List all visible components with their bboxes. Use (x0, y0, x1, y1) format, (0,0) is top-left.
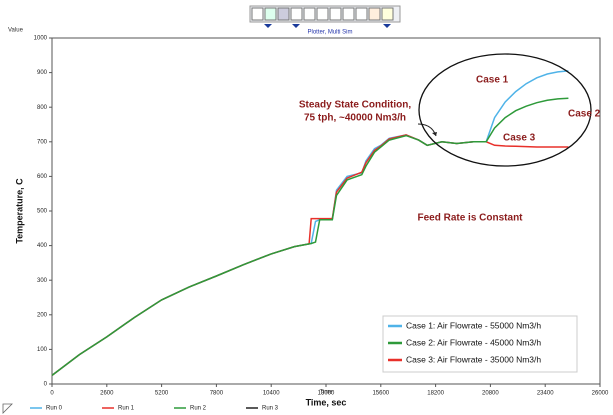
tool-button[interactable] (316, 7, 329, 21)
y-tick-label: 800 (37, 105, 48, 111)
series-line (51, 97, 569, 376)
corner-icon (2, 403, 13, 414)
plot-area (51, 70, 569, 376)
tool-button[interactable] (303, 7, 316, 21)
x-tick-label: 2600 (100, 391, 114, 397)
tool-button[interactable] (264, 7, 277, 21)
toolbar-arrows (264, 24, 391, 28)
x-tick-label: 5200 (155, 391, 169, 397)
tool-button[interactable] (329, 7, 342, 21)
tool-button[interactable] (342, 7, 355, 21)
chart-title: Plotter, Multi Sim (307, 30, 352, 36)
y-tick-label: 400 (37, 243, 48, 249)
legend-label: Run 2 (190, 406, 207, 412)
y-tick-label: 300 (37, 278, 48, 284)
annotation: Case 1 (476, 75, 509, 86)
run-legend: Run 0 Run 1 Run 2 Run 3 (30, 406, 279, 412)
x-tick-label: 7800 (210, 391, 224, 397)
annotation-arrowhead (432, 132, 437, 136)
y-axis-label: Temperature, C (14, 178, 24, 244)
y-tick-label: 500 (37, 209, 48, 215)
annotation: Feed Rate is Constant (417, 213, 523, 224)
tool-button[interactable] (290, 7, 303, 21)
x-tick-label: 13000 (318, 391, 335, 397)
highlight-ellipse (418, 53, 592, 167)
tool-button[interactable] (277, 7, 290, 21)
x-axis-label: Time, sec (306, 397, 347, 407)
x-tick-label: 23400 (537, 391, 554, 397)
x-tick-label: 18200 (427, 391, 444, 397)
tool-button[interactable] (368, 7, 381, 21)
legend-label: Run 0 (46, 406, 63, 412)
case-legend-label: Case 2: Air Flowrate - 45000 Nm3/h (406, 337, 541, 347)
case-legend-label: Case 3: Air Flowrate - 35000 Nm3/h (406, 354, 541, 364)
annotation: Case 3 (503, 133, 536, 144)
y-tick-label: 200 (37, 312, 48, 318)
y-tick-label: 700 (37, 139, 48, 145)
legend-label: Run 3 (262, 406, 279, 412)
case-legend: Case 1: Air Flowrate - 55000 Nm3/h Case 2… (388, 320, 541, 364)
legend-label: Run 1 (118, 406, 135, 412)
y-tick-label: 900 (37, 70, 48, 76)
y-tick-label: 1000 (34, 36, 48, 42)
x-tick-label: 0 (50, 391, 54, 397)
tool-button[interactable] (381, 7, 394, 21)
case-legend-box (382, 315, 578, 373)
case-legend-label: Case 1: Air Flowrate - 55000 Nm3/h (406, 320, 541, 330)
y-tick-label: 600 (37, 174, 48, 180)
y-tick-label: 100 (37, 347, 48, 353)
annotation: Steady State Condition, (299, 100, 411, 111)
x-tick-label: 20800 (482, 391, 499, 397)
x-tick-label: 26000 (592, 391, 609, 397)
tool-button[interactable] (251, 7, 264, 21)
y-tick-label: 0 (44, 382, 48, 388)
annotation: 75 tph, ~40000 Nm3/h (304, 113, 406, 124)
toolbar (249, 5, 401, 28)
x-tick-label: 10400 (263, 391, 280, 397)
x-axis-small-label: Time (319, 390, 333, 396)
y-axis-top-label: Value (8, 28, 24, 34)
tool-button[interactable] (355, 7, 368, 21)
annotation: Case 2 (568, 109, 601, 120)
x-tick-label: 15600 (372, 391, 389, 397)
